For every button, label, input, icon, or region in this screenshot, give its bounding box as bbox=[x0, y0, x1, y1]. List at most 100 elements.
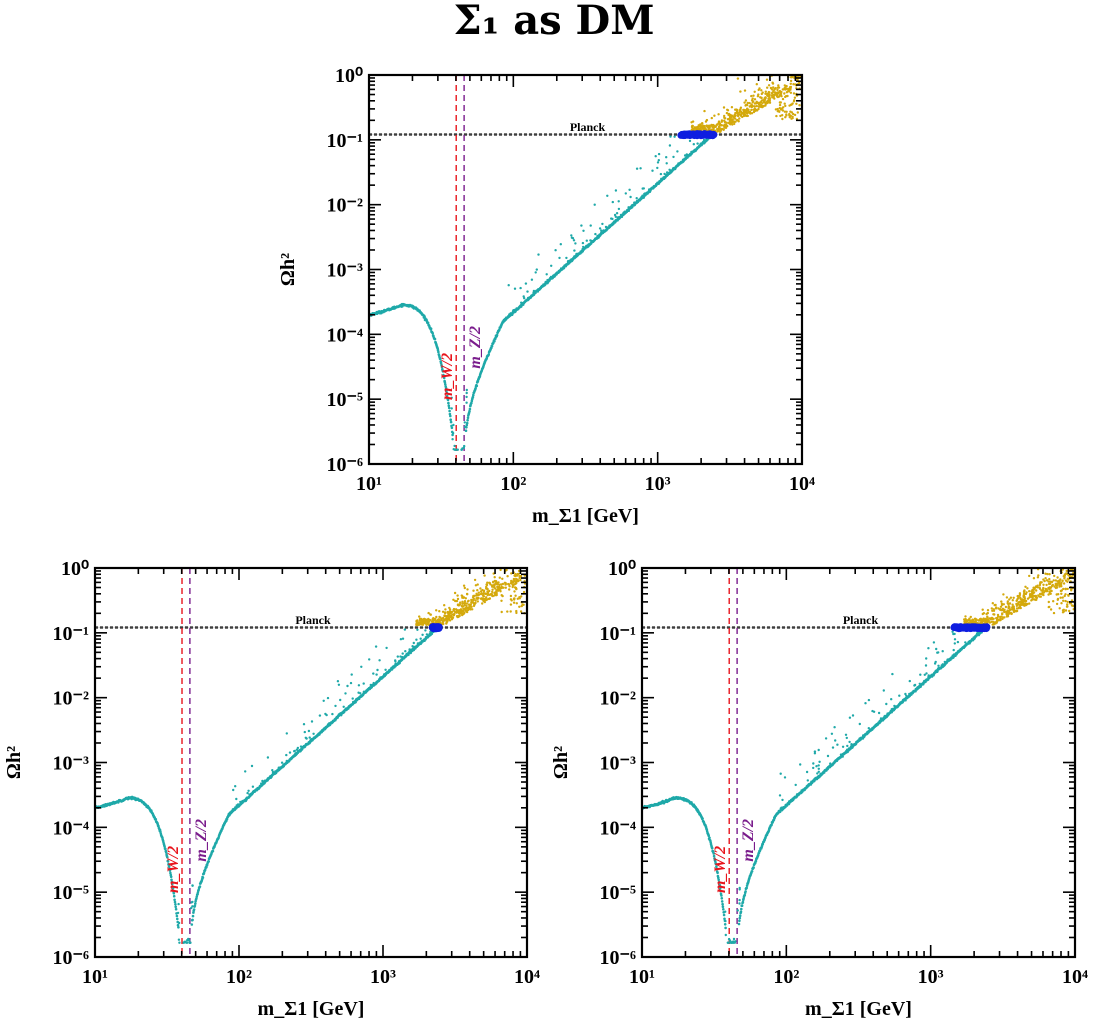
gold-point bbox=[1060, 581, 1063, 585]
teal-point bbox=[463, 425, 467, 429]
gold-point bbox=[785, 110, 788, 114]
gold-point bbox=[522, 590, 526, 594]
y-tick-label: 10⁻⁴ bbox=[52, 817, 89, 839]
gold-point bbox=[503, 581, 507, 584]
gold-point bbox=[1048, 590, 1052, 593]
gold-point bbox=[764, 102, 767, 106]
gold-point bbox=[429, 613, 432, 616]
teal-point bbox=[745, 886, 748, 890]
gold-point bbox=[1052, 600, 1055, 603]
teal-point bbox=[430, 632, 434, 636]
y-tick-label: 10⁻² bbox=[326, 195, 363, 217]
teal-point bbox=[879, 717, 883, 720]
teal-point bbox=[508, 313, 511, 316]
gold-point bbox=[690, 121, 693, 124]
gold-point bbox=[736, 77, 740, 80]
gold-point bbox=[992, 609, 996, 612]
gold-point bbox=[778, 106, 781, 110]
gold-point bbox=[438, 620, 441, 623]
teal-point bbox=[450, 396, 453, 399]
gold-point bbox=[793, 96, 797, 99]
teal-point bbox=[810, 780, 813, 783]
teal-point bbox=[419, 637, 422, 640]
teal-point bbox=[429, 327, 433, 331]
gold-point bbox=[724, 124, 727, 127]
teal-point bbox=[344, 692, 347, 695]
gold-point bbox=[705, 118, 709, 122]
gold-point bbox=[475, 594, 478, 597]
teal-point bbox=[534, 271, 537, 274]
teal-point bbox=[336, 680, 340, 683]
teal-point bbox=[848, 716, 852, 719]
gold-point bbox=[789, 85, 793, 89]
teal-point bbox=[412, 646, 415, 650]
mw-half-label: m_W/2 bbox=[165, 846, 182, 893]
gold-point bbox=[999, 605, 1003, 608]
gold-point bbox=[1019, 603, 1022, 607]
teal-point bbox=[169, 871, 172, 875]
gold-point bbox=[785, 114, 788, 117]
teal-point bbox=[334, 704, 337, 708]
teal-point bbox=[194, 902, 197, 905]
gold-point bbox=[418, 623, 421, 626]
teal-point bbox=[651, 169, 654, 172]
gold-point bbox=[1042, 583, 1045, 586]
teal-point bbox=[941, 650, 944, 653]
gold-point bbox=[1000, 615, 1003, 618]
gold-point bbox=[1045, 579, 1049, 582]
gold-point bbox=[483, 600, 486, 604]
teal-point bbox=[738, 916, 742, 920]
teal-point bbox=[604, 225, 608, 229]
gold-point bbox=[1054, 579, 1058, 582]
teal-point bbox=[433, 337, 437, 341]
teal-point bbox=[580, 224, 583, 227]
gold-point bbox=[795, 102, 798, 106]
gold-point bbox=[1049, 608, 1053, 611]
gold-point bbox=[1058, 607, 1061, 610]
gold-point bbox=[715, 123, 718, 127]
gold-point bbox=[514, 594, 517, 597]
teal-point bbox=[519, 286, 522, 290]
teal-point bbox=[690, 150, 693, 154]
gold-point bbox=[1028, 590, 1031, 593]
gold-point bbox=[781, 97, 785, 101]
gold-point bbox=[718, 127, 722, 131]
gold-point bbox=[501, 577, 504, 580]
teal-point bbox=[752, 866, 755, 869]
gold-point bbox=[991, 602, 994, 605]
teal-point bbox=[611, 217, 614, 221]
gold-point bbox=[784, 104, 787, 108]
teal-point bbox=[745, 884, 749, 887]
gold-point bbox=[1066, 587, 1069, 591]
teal-point bbox=[933, 662, 937, 665]
teal-point bbox=[858, 722, 861, 726]
gold-point bbox=[510, 580, 513, 584]
teal-point bbox=[648, 188, 651, 191]
gold-point bbox=[796, 111, 799, 114]
gold-point bbox=[766, 100, 769, 103]
gold-point bbox=[742, 108, 746, 112]
teal-point bbox=[235, 797, 238, 801]
gold-point bbox=[775, 114, 778, 118]
teal-point bbox=[302, 723, 306, 726]
y-tick-label: 10⁻³ bbox=[326, 260, 363, 282]
gold-point bbox=[458, 603, 462, 606]
gold-point bbox=[1026, 587, 1029, 590]
y-tick-label: 10⁻³ bbox=[52, 753, 89, 775]
teal-point bbox=[722, 908, 725, 911]
teal-point bbox=[614, 215, 617, 218]
teal-point bbox=[779, 772, 782, 775]
gold-point bbox=[784, 95, 787, 99]
teal-point bbox=[841, 745, 845, 748]
gold-point bbox=[512, 580, 516, 583]
teal-point bbox=[450, 407, 453, 410]
gold-point bbox=[1047, 600, 1051, 604]
teal-point bbox=[351, 697, 354, 700]
teal-point bbox=[728, 939, 732, 942]
teal-point bbox=[829, 762, 832, 765]
gold-point bbox=[485, 583, 488, 586]
gold-point bbox=[1052, 611, 1056, 615]
plot-area bbox=[369, 75, 802, 464]
teal-point bbox=[299, 745, 303, 748]
teal-point bbox=[307, 729, 311, 733]
